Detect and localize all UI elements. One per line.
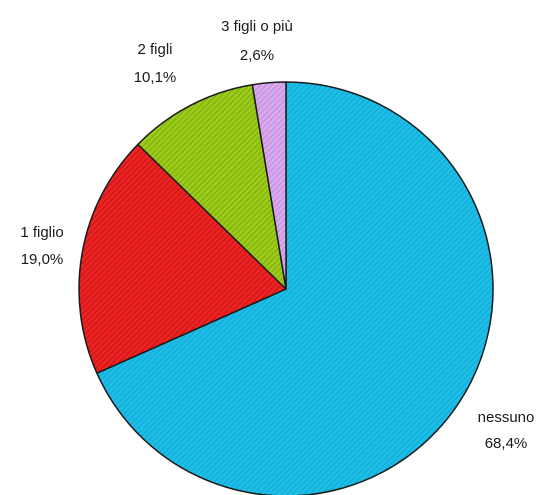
- slice-label-1-figlio: 1 figlio: [20, 224, 63, 241]
- slice-label-nessuno: nessuno: [478, 409, 535, 426]
- pie-slice-2-figli: [137, 84, 287, 290]
- pie-labels: nessuno 68,4% 1 figlio 19,0% 2 figli 10,…: [20, 18, 534, 452]
- slice-value-nessuno: 68,4%: [485, 435, 528, 452]
- slice-value-1-figlio: 19,0%: [21, 251, 64, 268]
- slice-value-2-figli: 10,1%: [134, 69, 177, 86]
- pie-slice-1-figlio: [78, 143, 287, 374]
- slice-value-3-figli-o-piu: 2,6%: [240, 47, 274, 64]
- slice-label-2-figli: 2 figli: [137, 41, 172, 58]
- slice-label-3-figli-o-piu: 3 figli o più: [221, 18, 293, 35]
- pie-slice-nessuno: [96, 81, 494, 495]
- pie-slice-3-figli-o-pi: [251, 81, 287, 290]
- pie-slices: [78, 81, 494, 495]
